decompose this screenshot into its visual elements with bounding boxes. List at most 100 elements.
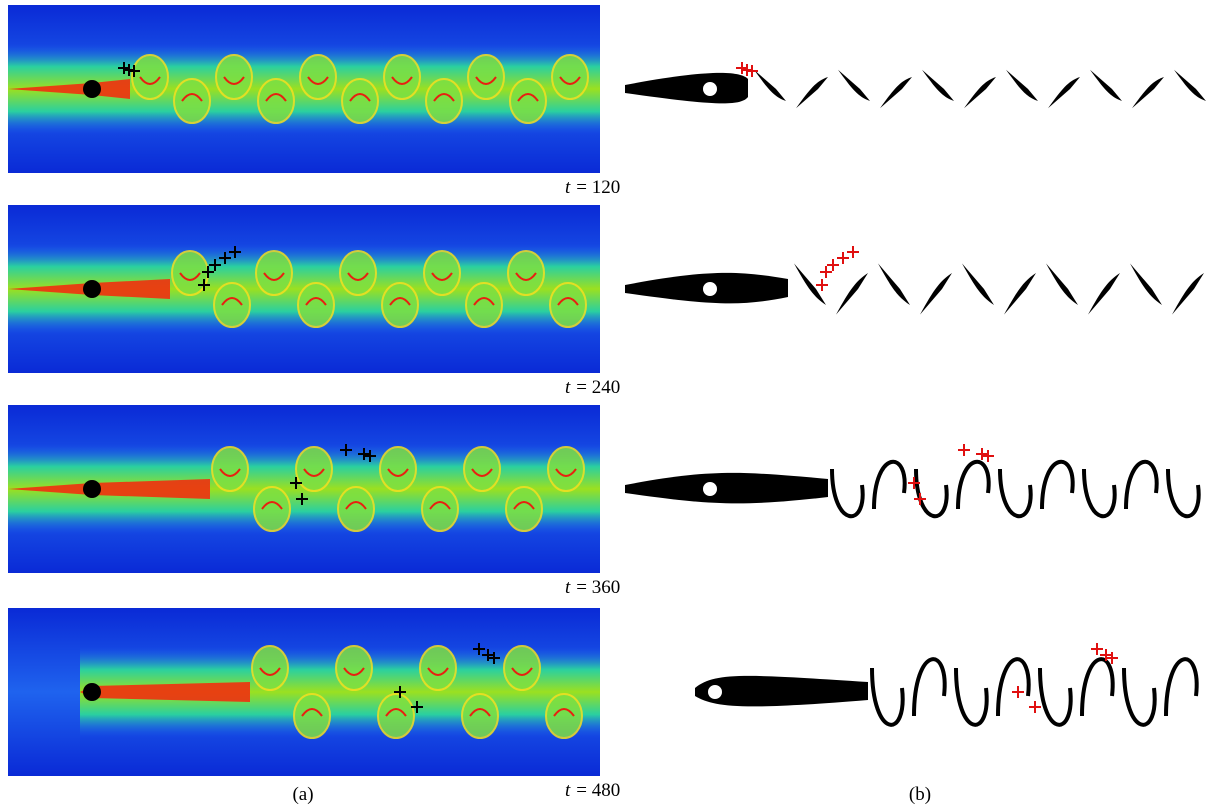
vortex — [420, 646, 456, 690]
cylinder-b — [702, 81, 718, 97]
lobe — [878, 263, 910, 305]
lobe — [914, 659, 945, 716]
particle-marker-b — [1012, 686, 1024, 698]
lobe — [1166, 659, 1197, 716]
lobe — [754, 70, 786, 101]
vortex — [510, 79, 546, 123]
caption-a: (a) — [292, 784, 313, 805]
lobe — [1000, 469, 1031, 516]
time-var: t — [565, 780, 571, 801]
lobe — [832, 469, 863, 516]
lobe — [922, 70, 954, 101]
particle-marker-b — [837, 252, 849, 264]
vortex — [296, 447, 332, 491]
caption-b: (b) — [909, 784, 931, 805]
lobe — [838, 70, 870, 101]
vortex — [342, 79, 378, 123]
vortex — [506, 487, 542, 531]
vortex — [508, 251, 544, 295]
lobe — [1048, 77, 1080, 108]
particle-marker-b — [827, 259, 839, 271]
near-wake-b — [625, 473, 828, 503]
time-var: t — [565, 377, 571, 398]
vortex — [336, 646, 372, 690]
vortex — [340, 251, 376, 295]
vortex — [552, 55, 588, 99]
lobe — [1126, 462, 1157, 509]
vortex — [338, 487, 374, 531]
vortex — [214, 283, 250, 327]
particle-marker-b — [1029, 701, 1041, 713]
time-value: = 480 — [576, 780, 620, 801]
time-label: t= 120 — [565, 177, 620, 198]
particle-marker-b — [914, 493, 926, 505]
lobe — [836, 273, 868, 315]
lobe — [874, 462, 905, 509]
lobe — [872, 668, 903, 725]
vortex — [426, 79, 462, 123]
vortex — [424, 251, 460, 295]
lobe — [956, 668, 987, 725]
vortex — [252, 646, 288, 690]
lobe — [1174, 70, 1206, 101]
lobe — [958, 462, 989, 509]
vortex — [378, 694, 414, 738]
lobe — [1040, 668, 1071, 725]
cylinder — [83, 683, 101, 701]
lobe — [1132, 77, 1164, 108]
lobe — [916, 469, 947, 516]
vortex — [546, 694, 582, 738]
time-var: t — [565, 577, 571, 598]
vortex — [504, 646, 540, 690]
cylinder-b — [707, 684, 723, 700]
near-wake-b — [625, 73, 748, 103]
cylinder — [83, 480, 101, 498]
lobe — [796, 77, 828, 108]
vortex — [212, 447, 248, 491]
vortex — [384, 55, 420, 99]
lobe — [998, 659, 1029, 716]
vortex — [462, 694, 498, 738]
vortex — [464, 447, 500, 491]
lobe — [1042, 462, 1073, 509]
lobe — [1088, 273, 1120, 315]
lobe — [1090, 70, 1122, 101]
vortex — [294, 694, 330, 738]
time-value: = 360 — [576, 577, 620, 598]
time-value: = 240 — [576, 377, 620, 398]
vortex — [254, 487, 290, 531]
particle-marker-b — [847, 246, 859, 258]
lobe — [1004, 273, 1036, 315]
lobe — [1006, 70, 1038, 101]
time-var: t — [565, 177, 571, 198]
vortex — [256, 251, 292, 295]
vortex — [382, 283, 418, 327]
vortex — [468, 55, 504, 99]
vortex — [298, 283, 334, 327]
vortex — [550, 283, 586, 327]
vortex — [422, 487, 458, 531]
particle-marker-b — [820, 266, 832, 278]
lobe — [920, 273, 952, 315]
lobe — [1172, 273, 1204, 315]
vortex — [466, 283, 502, 327]
cylinder — [83, 280, 101, 298]
lobe — [962, 263, 994, 305]
time-label: t= 240 — [565, 377, 620, 398]
vortex — [300, 55, 336, 99]
lobe — [1046, 263, 1078, 305]
particle-marker-b — [976, 448, 988, 460]
vortex — [174, 79, 210, 123]
particle-marker-b — [958, 444, 970, 456]
lobe — [1084, 469, 1115, 516]
cylinder-b — [702, 281, 718, 297]
lobe — [1124, 668, 1155, 725]
figure: t= 120t= 240t= 360t= 480(a)(b) — [0, 0, 1226, 811]
cylinder — [83, 80, 101, 98]
lobe — [880, 77, 912, 108]
cylinder-b — [702, 481, 718, 497]
lobe — [964, 77, 996, 108]
time-value: = 120 — [576, 177, 620, 198]
vortex — [132, 55, 168, 99]
particle-marker-b — [1091, 643, 1103, 655]
